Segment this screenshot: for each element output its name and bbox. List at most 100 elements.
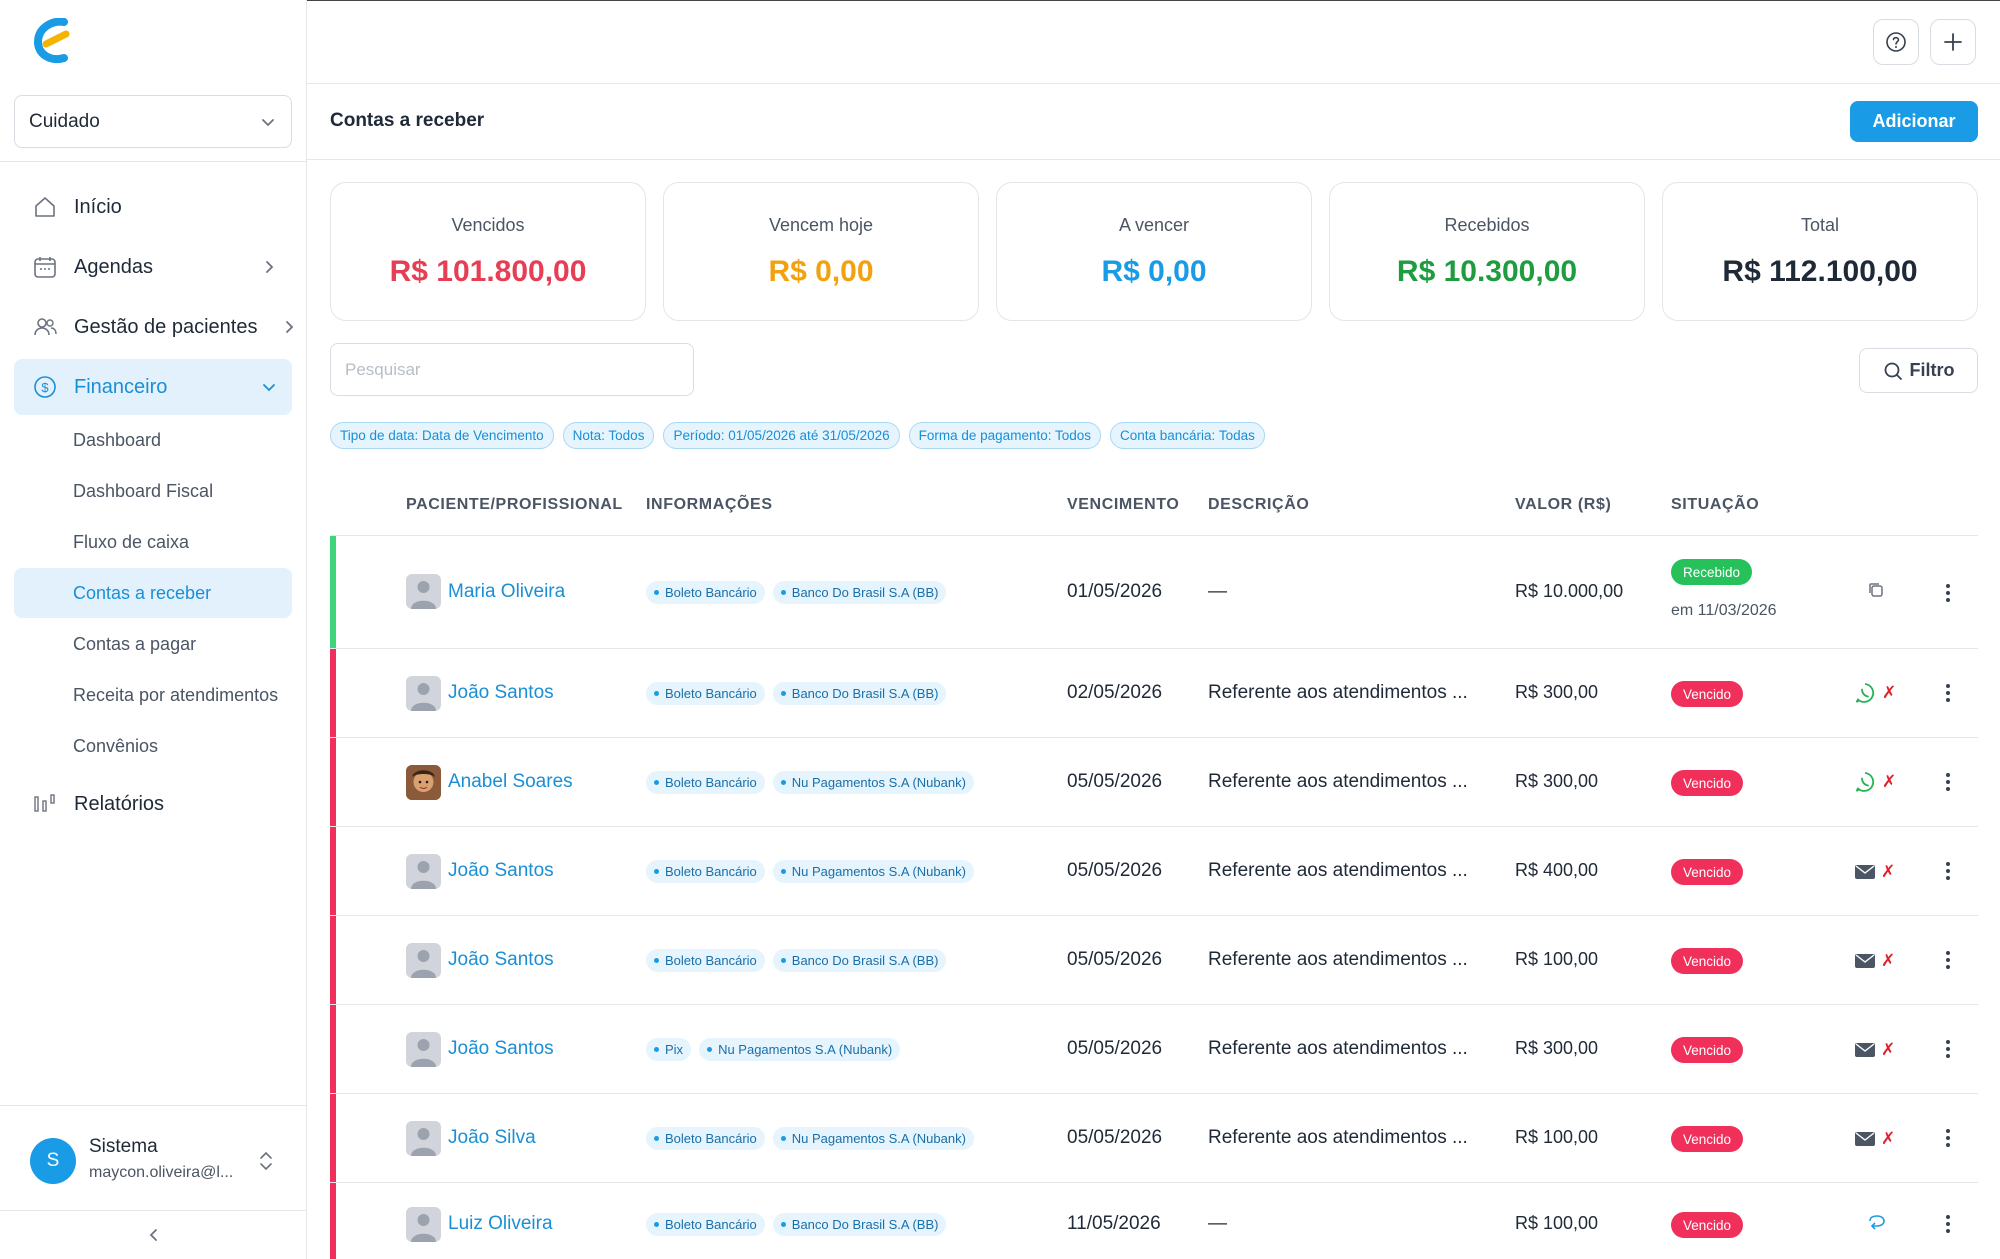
avatar: S xyxy=(30,1138,76,1184)
failed-icon: ✗ xyxy=(1882,683,1897,702)
description: Referente aos atendimentos ... xyxy=(1208,949,1468,970)
bank-tag: Banco Do Brasil S.A (BB) xyxy=(772,1213,947,1236)
sidebar-subitem-label: Convênios xyxy=(73,735,159,756)
sidebar-item-agendas[interactable]: Agendas xyxy=(14,239,292,295)
sidebar-divider xyxy=(0,161,307,162)
summary-value: R$ 0,00 xyxy=(768,255,874,288)
send-reminder-button[interactable]: ✗ xyxy=(1854,1129,1895,1149)
sidebar-subitem-convenios[interactable]: Convênios xyxy=(14,721,292,771)
status-indicator-bar xyxy=(330,916,336,1004)
chevron-up-down-icon[interactable] xyxy=(256,1150,276,1172)
table-row[interactable]: Anabel Soares Boleto Bancário Nu Pagamen… xyxy=(330,738,1978,827)
sidebar-subitem-dashboard[interactable]: Dashboard xyxy=(14,415,292,465)
description: — xyxy=(1208,1213,1227,1234)
search-input[interactable] xyxy=(330,343,694,396)
filter-chip[interactable]: Período: 01/05/2026 até 31/05/2026 xyxy=(663,422,900,449)
patient-name-link[interactable]: Maria Oliveira xyxy=(448,581,566,602)
filter-chip[interactable]: Conta bancária: Todas xyxy=(1110,422,1265,449)
column-header[interactable]: DESCRIÇÃO xyxy=(1208,496,1310,513)
description: Referente aos atendimentos ... xyxy=(1208,860,1468,881)
mail-icon xyxy=(1855,1132,1875,1146)
patient-name-link[interactable]: Luiz Oliveira xyxy=(448,1213,553,1234)
patient-name-link[interactable]: João Santos xyxy=(448,949,554,970)
sidebar-subitem-contas-receber[interactable]: Contas a receber xyxy=(14,568,292,618)
copy-icon[interactable] xyxy=(1867,581,1885,599)
amount: R$ 100,00 xyxy=(1515,1127,1599,1147)
filter-chip[interactable]: Forma de pagamento: Todos xyxy=(908,422,1101,449)
table-row[interactable]: João Santos Pix Nu Pagamentos S.A (Nuban… xyxy=(330,1005,1978,1094)
help-button[interactable] xyxy=(1873,19,1919,65)
sidebar-item-inicio[interactable]: Início xyxy=(14,179,292,235)
send-reminder-button[interactable]: ✗ xyxy=(1854,951,1895,971)
row-menu-button[interactable] xyxy=(1942,1037,1954,1061)
filter-button[interactable]: Filtro xyxy=(1859,348,1978,393)
page-header: Contas a receber Adicionar xyxy=(307,84,2000,160)
row-menu-button[interactable] xyxy=(1942,681,1954,705)
quick-add-button[interactable] xyxy=(1930,19,1976,65)
table-row[interactable]: João Santos Boleto Bancário Banco Do Bra… xyxy=(330,916,1978,1005)
send-reminder-button[interactable]: ✗ xyxy=(1854,1040,1895,1060)
status-indicator-bar xyxy=(330,738,336,826)
failed-icon: ✗ xyxy=(1881,1129,1896,1148)
table-row[interactable]: João Santos Boleto Bancário Nu Pagamento… xyxy=(330,827,1978,916)
refresh-icon[interactable] xyxy=(1867,1213,1887,1231)
collapse-sidebar-button[interactable] xyxy=(0,1210,307,1259)
column-header[interactable]: VALOR (R$) xyxy=(1515,496,1612,513)
sidebar-subitem-fluxo-caixa[interactable]: Fluxo de caixa xyxy=(14,517,292,567)
user-email: maycon.oliveira@l... xyxy=(89,1164,234,1181)
table-row[interactable]: João Santos Boleto Bancário Banco Do Bra… xyxy=(330,649,1978,738)
sidebar-subitem-receita-atendimentos[interactable]: Receita por atendimentos xyxy=(14,670,292,720)
row-menu-button[interactable] xyxy=(1942,948,1954,972)
sidebar-item-gestao-pacientes[interactable]: Gestão de pacientes xyxy=(14,299,294,355)
patient-name-link[interactable]: Anabel Soares xyxy=(448,771,573,792)
column-header[interactable]: PACIENTE/PROFISSIONAL xyxy=(406,496,623,513)
description: Referente aos atendimentos ... xyxy=(1208,682,1468,703)
sidebar-item-relatorios[interactable]: Relatórios xyxy=(14,776,292,832)
table-row[interactable]: João Silva Boleto Bancário Nu Pagamentos… xyxy=(330,1094,1978,1183)
row-menu-button[interactable] xyxy=(1942,1126,1954,1150)
column-header[interactable]: INFORMAÇÕES xyxy=(646,496,773,513)
row-menu-button[interactable] xyxy=(1942,770,1954,794)
bank-tag: Nu Pagamentos S.A (Nubank) xyxy=(699,1038,901,1061)
sidebar-item-label: Gestão de pacientes xyxy=(74,315,258,338)
table-row[interactable]: Maria Oliveira Boleto Bancário Banco Do … xyxy=(330,536,1978,649)
due-date: 01/05/2026 xyxy=(1067,581,1163,602)
due-date: 05/05/2026 xyxy=(1067,1127,1163,1148)
summary-value: R$ 0,00 xyxy=(1101,255,1207,288)
user-name: Sistema xyxy=(89,1136,158,1157)
column-header[interactable]: VENCIMENTO xyxy=(1067,496,1180,513)
organization-select-value: Cuidado xyxy=(29,110,100,132)
amount: R$ 10.000,00 xyxy=(1515,581,1624,601)
sidebar-subitem-dashboard-fiscal[interactable]: Dashboard Fiscal xyxy=(14,466,292,516)
bank-tag: Banco Do Brasil S.A (BB) xyxy=(772,682,947,705)
whatsapp-icon xyxy=(1855,772,1875,792)
due-date: 05/05/2026 xyxy=(1067,949,1163,970)
due-date: 05/05/2026 xyxy=(1067,771,1163,792)
add-button[interactable]: Adicionar xyxy=(1850,101,1978,142)
patient-name-link[interactable]: João Santos xyxy=(448,682,554,703)
row-menu-button[interactable] xyxy=(1942,581,1954,605)
sidebar-item-financeiro[interactable]: $ Financeiro xyxy=(14,359,292,415)
patient-name-link[interactable]: João Santos xyxy=(448,1038,554,1059)
summary-label: Vencem hoje xyxy=(768,215,874,235)
patient-name-link[interactable]: João Silva xyxy=(448,1127,536,1148)
send-reminder-button[interactable]: ✗ xyxy=(1854,862,1895,882)
row-menu-button[interactable] xyxy=(1942,1212,1954,1236)
patient-name-link[interactable]: João Santos xyxy=(448,860,554,881)
filter-chip[interactable]: Nota: Todos xyxy=(562,422,655,449)
calendar-icon xyxy=(32,254,58,280)
mail-icon xyxy=(1855,954,1875,968)
status-badge: Vencido xyxy=(1671,681,1744,707)
send-reminder-button[interactable]: ✗ xyxy=(1853,770,1896,794)
status-badge: Vencido xyxy=(1671,1126,1744,1152)
organization-select[interactable]: Cuidado xyxy=(14,95,292,148)
user-menu[interactable]: S Sistema maycon.oliveira@l... xyxy=(0,1105,307,1210)
filter-chip[interactable]: Tipo de data: Data de Vencimento xyxy=(330,422,554,449)
plus-icon xyxy=(1944,33,1962,51)
row-menu-button[interactable] xyxy=(1942,859,1954,883)
table-row[interactable]: Luiz Oliveira Boleto Bancário Banco Do B… xyxy=(330,1183,1978,1259)
send-reminder-button[interactable]: ✗ xyxy=(1853,681,1896,705)
app-logo[interactable] xyxy=(30,18,74,64)
sidebar-subitem-contas-pagar[interactable]: Contas a pagar xyxy=(14,619,292,669)
column-header[interactable]: SITUAÇÃO xyxy=(1671,496,1760,513)
